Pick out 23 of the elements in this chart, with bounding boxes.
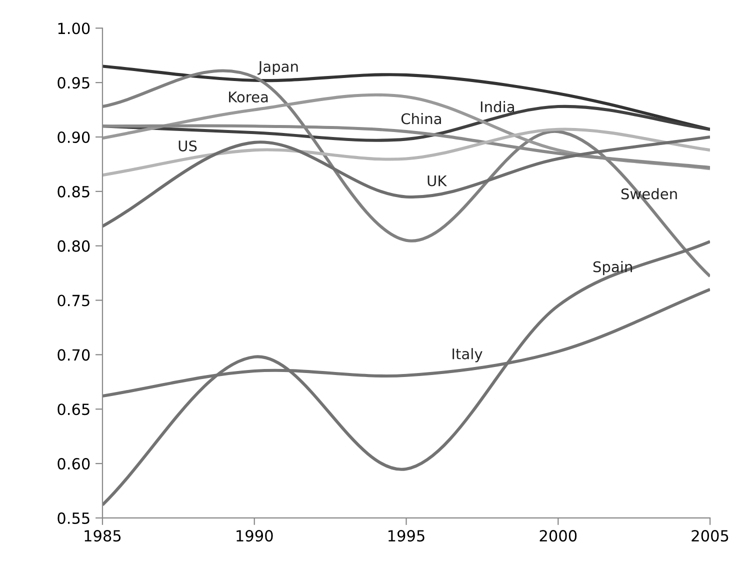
- x-tick-label: 1995: [388, 530, 424, 542]
- x-tick-label: 2000: [540, 530, 577, 542]
- annotation: China: [401, 112, 441, 124]
- y-tick-label: 0.75: [58, 294, 90, 306]
- annotation: Spain: [593, 261, 632, 276]
- y-tick-label: 0.65: [58, 404, 90, 416]
- y-tick-label: 0.80: [58, 240, 90, 252]
- x-tick-label: 1985: [84, 530, 121, 542]
- annotation: Japan: [258, 61, 298, 75]
- y-tick-label: 0.55: [58, 512, 90, 524]
- y-tick-label: 1.00: [58, 22, 90, 34]
- annotation: Korea: [229, 92, 268, 102]
- y-tick-label: 0.85: [58, 186, 90, 198]
- annotation: Italy: [452, 348, 482, 362]
- annotation: India: [480, 101, 514, 112]
- annotation: US: [178, 140, 197, 152]
- y-tick-label: 0.60: [58, 458, 90, 470]
- y-tick-label: 0.70: [58, 349, 90, 361]
- x-tick-label: 1990: [236, 530, 273, 542]
- y-tick-label: 0.95: [58, 77, 90, 89]
- y-tick-label: 0.90: [58, 131, 90, 144]
- x-tick-label: 2005: [692, 530, 728, 542]
- annotation: UK: [428, 175, 448, 186]
